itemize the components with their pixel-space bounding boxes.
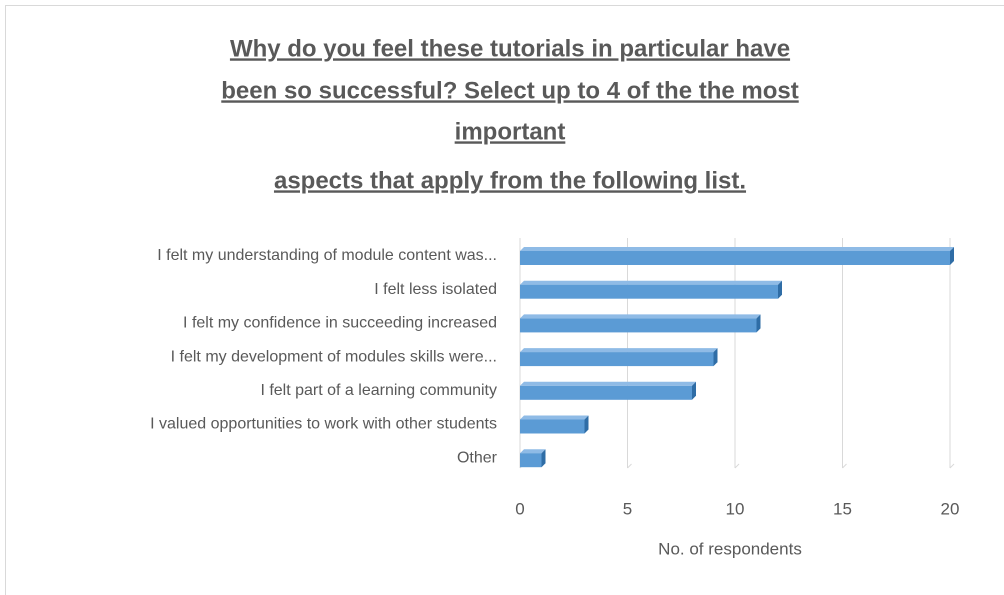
x-tick-label: 5 xyxy=(623,499,632,518)
bar-top xyxy=(520,314,761,319)
x-tick-label: 0 xyxy=(515,499,524,518)
bar-front xyxy=(520,385,692,400)
bar-front xyxy=(520,453,542,468)
bar-top xyxy=(520,348,718,353)
bar-side xyxy=(692,381,696,400)
bar xyxy=(520,280,782,299)
chart-title: Why do you feel these tutorials in parti… xyxy=(230,35,790,62)
chart-title: aspects that apply from the following li… xyxy=(274,167,746,194)
x-axis-label: No. of respondents xyxy=(658,539,802,558)
bar-top xyxy=(520,449,546,454)
y-tick-label: I felt my understanding of module conten… xyxy=(157,247,497,264)
bar-front xyxy=(520,284,778,299)
bar-side xyxy=(756,314,761,333)
bar-top xyxy=(520,381,696,386)
bar-front xyxy=(520,352,714,367)
grid-line xyxy=(734,463,740,469)
bar-front xyxy=(520,251,950,265)
bar-side xyxy=(713,348,718,367)
y-tick-label: Other xyxy=(457,449,498,466)
x-tick-label: 20 xyxy=(941,499,960,518)
chart-title: been so successful? Select up to 4 of th… xyxy=(221,77,798,104)
grid-line xyxy=(949,463,955,469)
bar xyxy=(520,348,718,367)
bar xyxy=(520,415,589,434)
bar-top xyxy=(520,280,782,285)
bar-side xyxy=(950,247,954,265)
y-tick-label: I felt my confidence in succeeding incre… xyxy=(183,315,497,332)
bar xyxy=(520,247,954,265)
y-tick-label: I felt part of a learning community xyxy=(260,382,497,399)
chart-title: important xyxy=(455,118,566,145)
bar-top xyxy=(520,247,954,251)
bar-side xyxy=(584,415,589,434)
x-tick-label: 10 xyxy=(726,499,745,518)
bar-front xyxy=(520,318,757,333)
bar-side xyxy=(541,449,546,468)
chart-frame xyxy=(5,5,1004,595)
x-tick-label: 15 xyxy=(833,499,852,518)
grid-line xyxy=(627,463,632,469)
y-tick-label: I valued opportunities to work with othe… xyxy=(150,416,497,433)
y-tick-label: I felt my development of modules skills … xyxy=(171,348,497,365)
bar-side xyxy=(778,280,782,299)
bar-front xyxy=(520,419,585,434)
bar-top xyxy=(520,415,589,420)
bar xyxy=(520,314,761,333)
bar xyxy=(520,449,546,468)
grid-line xyxy=(842,463,847,469)
y-tick-label: I felt less isolated xyxy=(374,281,497,298)
bar xyxy=(520,381,696,400)
